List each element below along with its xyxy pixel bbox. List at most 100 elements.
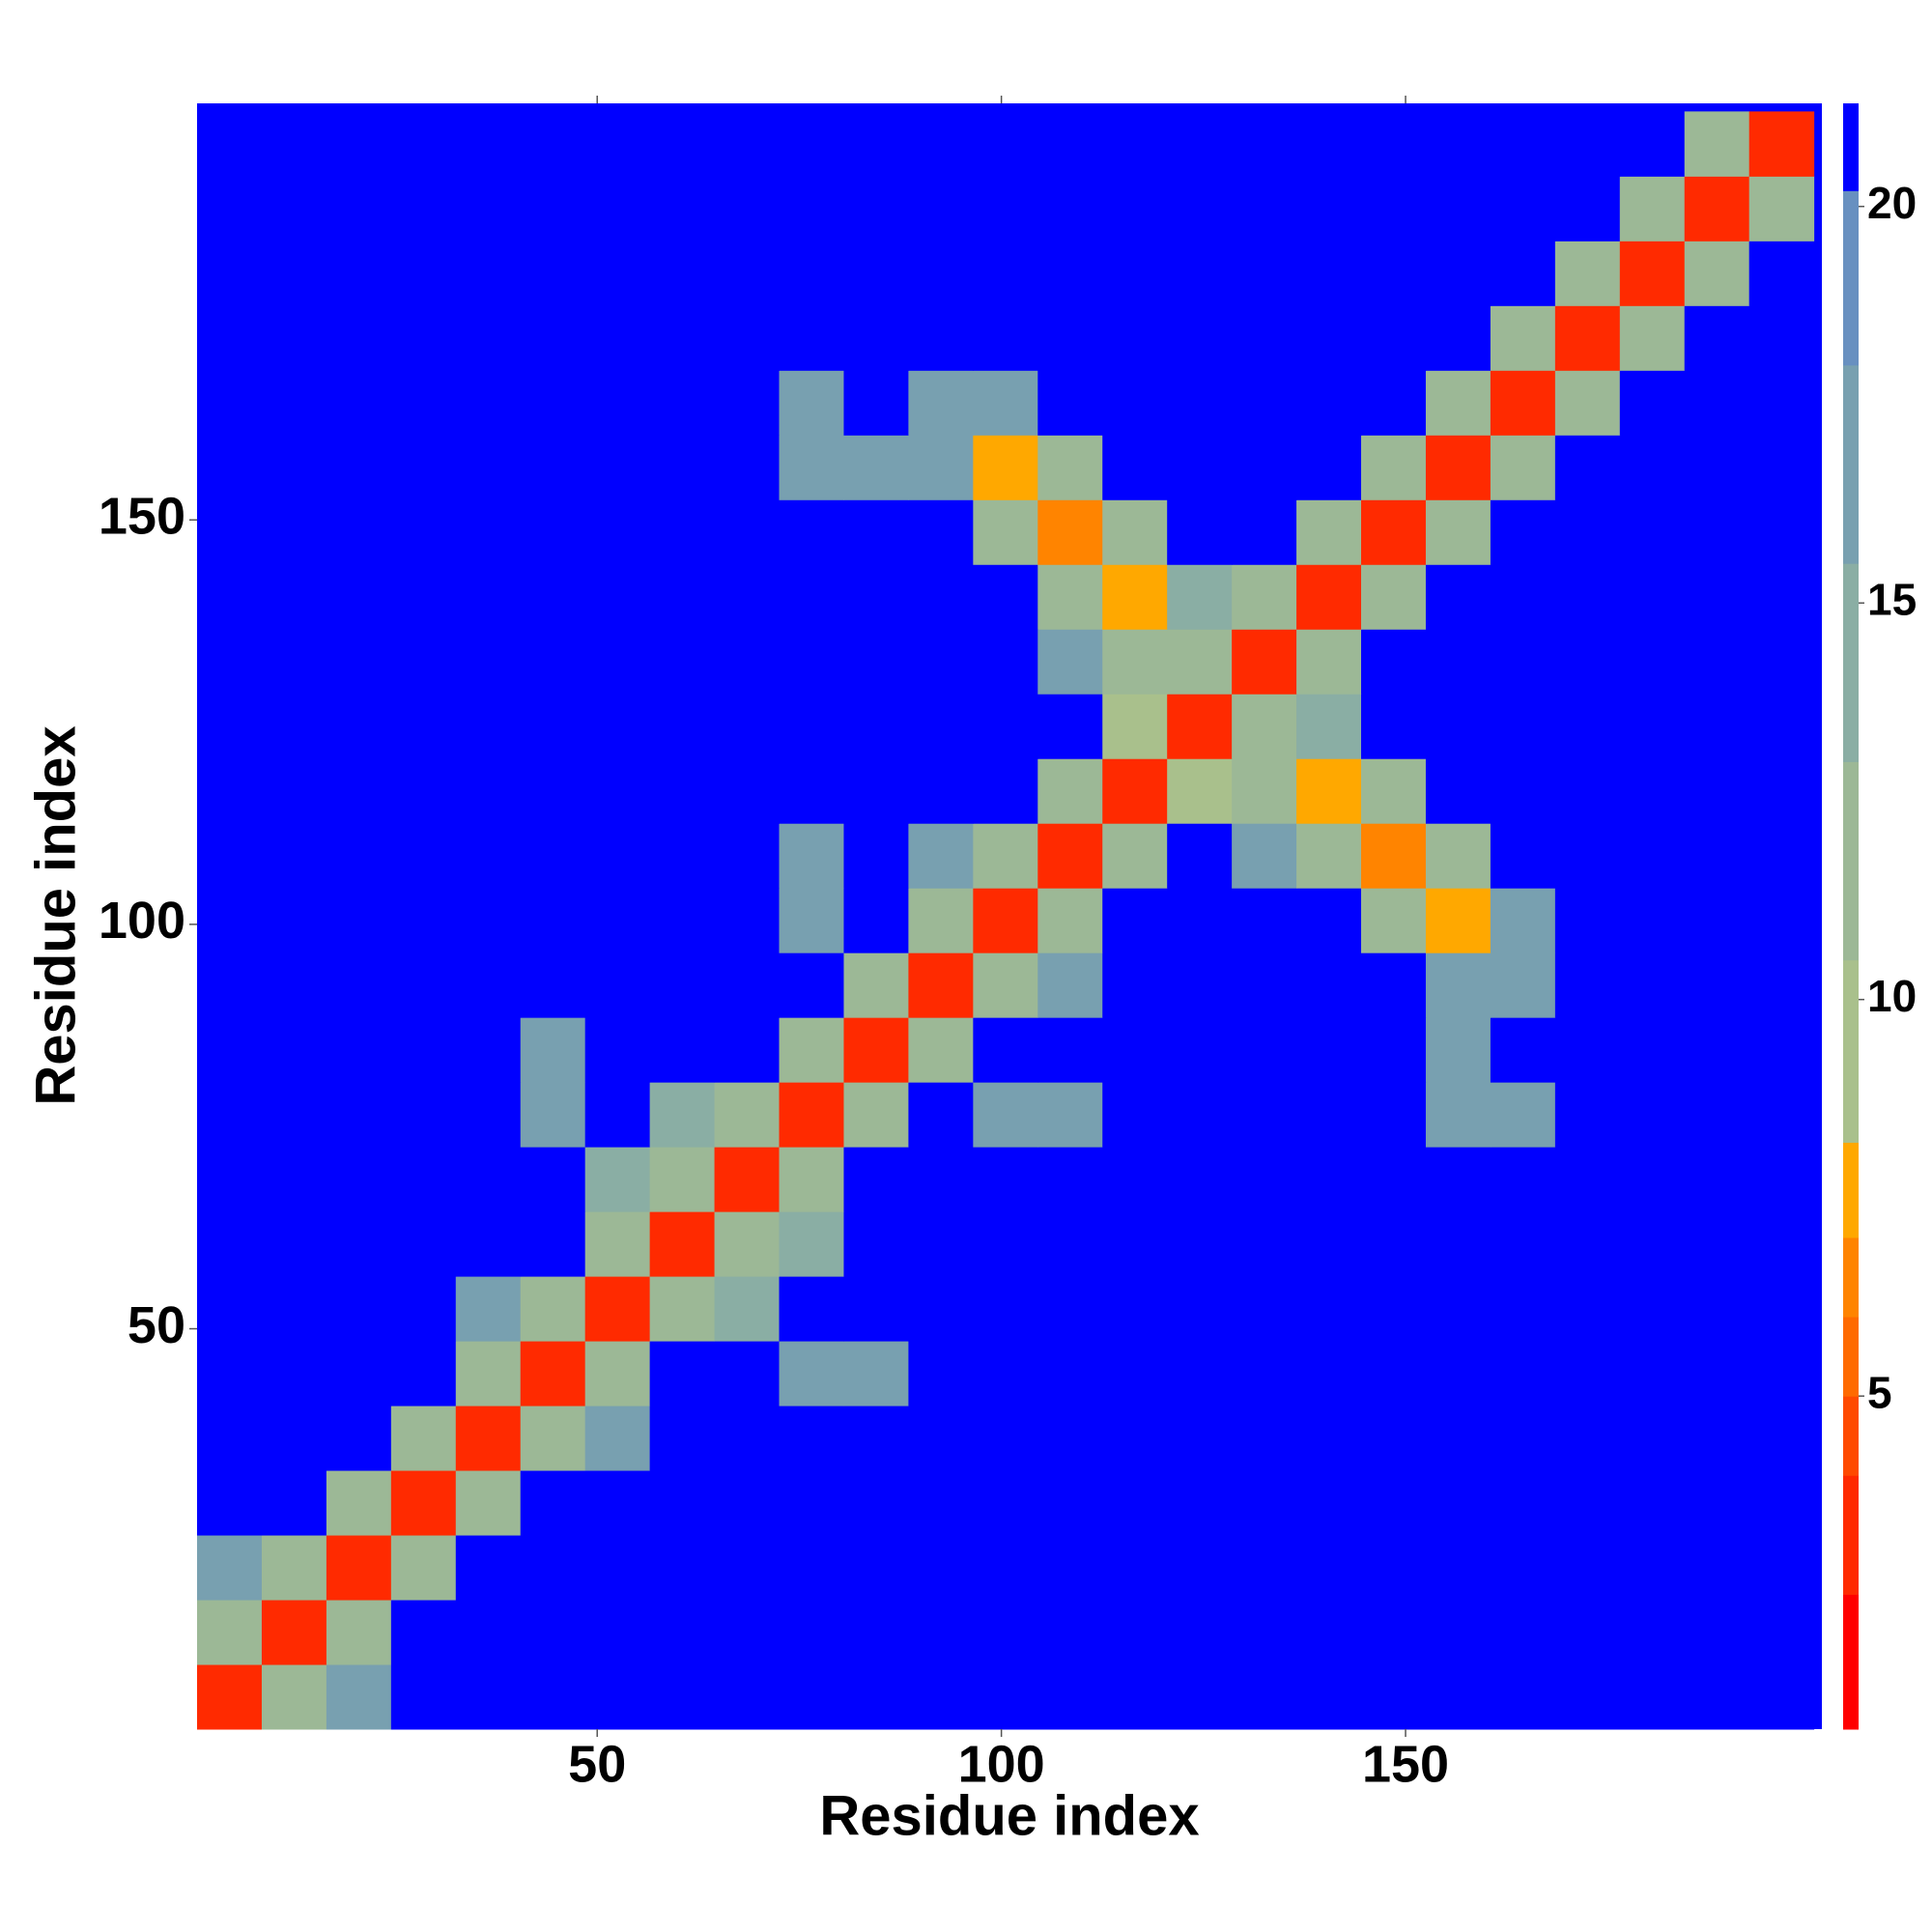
heatmap-cell — [326, 305, 392, 371]
heatmap-cell — [1425, 241, 1492, 306]
heatmap-cell — [1296, 305, 1362, 371]
heatmap-cell — [1296, 823, 1362, 889]
heatmap-cell — [908, 629, 974, 695]
heatmap-cell — [197, 1535, 263, 1601]
heatmap-cell — [1232, 1017, 1297, 1083]
heatmap-cell — [1037, 823, 1103, 889]
heatmap-cell — [1619, 176, 1686, 242]
heatmap-cell — [197, 629, 263, 695]
heatmap-cell — [1425, 629, 1492, 695]
heatmap-cell — [973, 1017, 1038, 1083]
heatmap-cell — [649, 1276, 716, 1342]
heatmap-cell — [584, 888, 651, 953]
heatmap-cell — [908, 241, 974, 306]
heatmap-cell — [649, 1017, 716, 1083]
heatmap-cell — [1684, 1664, 1750, 1730]
heatmap-cell — [1425, 1147, 1492, 1212]
heatmap-cell — [649, 241, 716, 306]
heatmap-cell — [649, 1470, 716, 1536]
heatmap-cell — [1490, 952, 1556, 1018]
heatmap-cell — [584, 823, 651, 889]
heatmap-cell — [843, 564, 909, 630]
heatmap-cell — [261, 1600, 327, 1665]
heatmap-cell — [1232, 176, 1297, 242]
heatmap-cell — [520, 499, 586, 565]
heatmap-cell — [326, 1664, 392, 1730]
heatmap-cell — [779, 694, 844, 759]
heatmap-cell — [197, 1147, 263, 1212]
heatmap-cell — [1748, 1600, 1815, 1665]
y-axis-label: Residue index — [24, 725, 87, 1105]
heatmap-cell — [261, 1470, 327, 1536]
heatmap-cell — [197, 305, 263, 371]
heatmap-cell — [1554, 176, 1621, 242]
heatmap-cell — [1554, 564, 1621, 630]
heatmap-cell — [649, 370, 716, 436]
heatmap-cell — [1102, 564, 1168, 630]
heatmap-cell — [1232, 1147, 1297, 1212]
heatmap-cell — [1037, 629, 1103, 695]
heatmap-cell — [1490, 823, 1556, 889]
heatmap-cell — [520, 1147, 586, 1212]
heatmap-cell — [326, 758, 392, 824]
heatmap-cell — [390, 111, 457, 177]
heatmap-cell — [779, 1276, 844, 1342]
heatmap-cell — [1425, 758, 1492, 824]
heatmap-cell — [520, 370, 586, 436]
heatmap-cell — [779, 1470, 844, 1536]
heatmap-cell — [261, 629, 327, 695]
heatmap-cell — [1167, 111, 1233, 177]
heatmap-cell — [455, 564, 522, 630]
heatmap-cell — [1490, 1341, 1556, 1406]
heatmap-cell — [1748, 1470, 1815, 1536]
heatmap-cell — [1490, 1147, 1556, 1212]
heatmap-cell — [261, 1664, 327, 1730]
heatmap-cell — [390, 694, 457, 759]
heatmap-cell — [1102, 370, 1168, 436]
heatmap-cell — [455, 1211, 522, 1277]
heatmap-cell — [1232, 1600, 1297, 1665]
heatmap-cell — [843, 952, 909, 1018]
heatmap-cell — [649, 564, 716, 630]
heatmap-cell — [779, 888, 844, 953]
heatmap-cell — [1167, 370, 1233, 436]
heatmap-cell — [1296, 1406, 1362, 1471]
heatmap-cell — [261, 952, 327, 1018]
heatmap-cell — [1361, 823, 1427, 889]
heatmap-cell — [649, 952, 716, 1018]
heatmap-cell — [1684, 305, 1750, 371]
heatmap-cell — [197, 499, 263, 565]
heatmap-cell — [973, 435, 1038, 500]
heatmap-cell — [455, 435, 522, 500]
heatmap-cell — [908, 499, 974, 565]
heatmap-cell — [1361, 1276, 1427, 1342]
heatmap-cell — [908, 305, 974, 371]
heatmap-cell — [197, 952, 263, 1018]
heatmap-cell — [1296, 370, 1362, 436]
colorbar-band — [1843, 190, 1859, 366]
heatmap-cell — [1037, 1276, 1103, 1342]
heatmap-cell — [908, 111, 974, 177]
heatmap-cell — [197, 111, 263, 177]
heatmap-cell — [1425, 1017, 1492, 1083]
heatmap-cell — [197, 694, 263, 759]
heatmap-cell — [197, 1600, 263, 1665]
heatmap-cell — [390, 1276, 457, 1342]
heatmap-cell — [1748, 305, 1815, 371]
heatmap-cell — [779, 1406, 844, 1471]
heatmap-cell — [1748, 1211, 1815, 1277]
heatmap-cell — [326, 1082, 392, 1148]
heatmap-cell — [1554, 629, 1621, 695]
heatmap-cell — [1361, 1017, 1427, 1083]
heatmap-cell — [1167, 1147, 1233, 1212]
x-axis-label: Residue index — [819, 1784, 1199, 1847]
heatmap-cell — [649, 629, 716, 695]
heatmap-cell — [1554, 305, 1621, 371]
heatmap-cell — [390, 952, 457, 1018]
heatmap-cell — [1619, 1147, 1686, 1212]
heatmap-cell — [197, 435, 263, 500]
heatmap-cell — [1167, 241, 1233, 306]
heatmap-cell — [973, 241, 1038, 306]
heatmap-cell — [1167, 1664, 1233, 1730]
